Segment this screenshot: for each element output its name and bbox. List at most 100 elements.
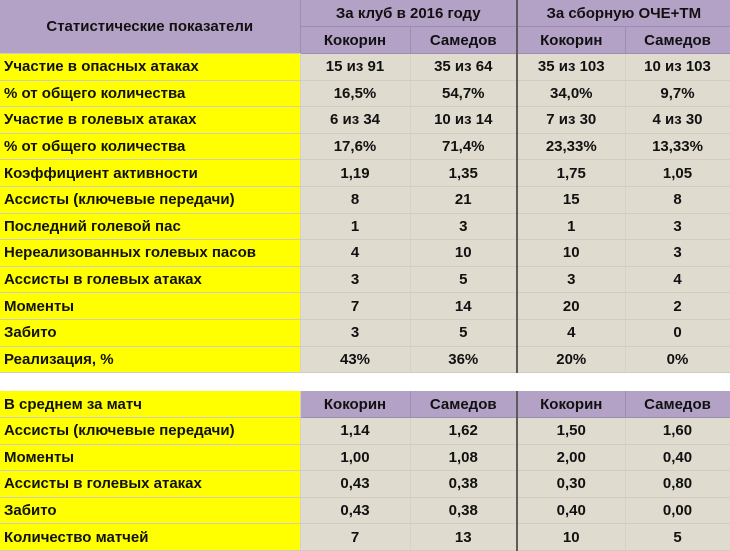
table-row: Ассисты (ключевые передачи) 8 21 15 8 [0,186,730,214]
row-value: 1,05 [625,159,730,187]
row-value: 0,40 [625,444,730,472]
player-header: Кокорин [517,391,626,418]
table-row: Моменты 1,00 1,08 2,00 0,40 [0,444,730,472]
row-label: Последний голевой пас [0,213,301,241]
row-label: Нереализованных голевых пасов [0,239,301,267]
table-row: % от общего количества 16,5% 54,7% 34,0% 9,7… [0,80,730,108]
table-row: Последний голевой пас 1 3 1 3 [0,213,730,241]
row-value: 1,08 [410,444,518,472]
row-value: 23,33% [517,133,626,161]
table-row: Количество матчей 7 13 10 5 [0,523,730,551]
row-value: 5 [625,523,730,551]
table-row: Ассисты в голевых атаках 0,43 0,38 0,30 0,80 [0,470,730,498]
row-value: 1,62 [410,417,518,445]
row-value: 20% [517,346,626,374]
row-value: 35 из 103 [517,53,626,81]
stats-table: Статистические показатели За клуб в 2016… [0,0,730,374]
table-row: Реализация, % 43% 36% 20% 0% [0,346,730,374]
table-row: Моменты 7 14 20 2 [0,292,730,320]
row-value: 2,00 [517,444,626,472]
row-label: Моменты [0,292,301,320]
row-value: 15 [517,186,626,214]
row-value: 15 из 91 [300,53,411,81]
table-row: Забито 0,43 0,38 0,40 0,00 [0,497,730,525]
row-value: 3 [410,213,519,241]
row-value: 3 [300,266,411,294]
stats-table-title: Статистические показатели [0,0,301,54]
row-value: 2 [625,292,730,320]
row-value: 34,0% [517,80,626,108]
row-value: 6 из 34 [300,106,411,134]
average-table: В среднем за матч Кокорин Самедов Кокори… [0,391,730,551]
player-header: Самедов [625,391,730,418]
row-value: 71,4% [410,133,519,161]
row-value: 43% [300,346,411,374]
row-label: Количество матчей [0,523,301,551]
row-value: 9,7% [625,80,730,108]
group-club-header: За клуб в 2016 году [300,0,519,27]
table-row: Нереализованных голевых пасов 4 10 10 3 [0,239,730,267]
table-row: Ассисты (ключевые передачи) 1,14 1,62 1,50 1… [0,417,730,445]
row-value: 1,75 [517,159,626,187]
row-label: % от общего количества [0,80,301,108]
row-value: 4 [300,239,411,267]
row-label: % от общего количества [0,133,301,161]
row-value: 0,30 [517,470,626,498]
player-header: Самедов [410,26,519,54]
row-value: 21 [410,186,519,214]
table-row: Ассисты в голевых атаках 3 5 3 4 [0,266,730,294]
table-row: Участие в опасных атаках 15 из 91 35 из 64… [0,53,730,81]
row-value: 0% [625,346,730,374]
row-label: Ассисты (ключевые передачи) [0,417,301,445]
stats-header-row-players: Кокорин Самедов Кокорин Самедов [0,26,730,54]
row-value: 54,7% [410,80,519,108]
row-value: 14 [410,292,519,320]
row-value: 1,19 [300,159,411,187]
row-label: Забито [0,319,301,347]
stats-header-row-groups: Статистические показатели За клуб в 2016… [0,0,730,54]
player-header: Самедов [410,391,518,418]
table-row: % от общего количества 17,6% 71,4% 23,33% 13… [0,133,730,161]
row-value: 1 [300,213,411,241]
row-value: 7 из 30 [517,106,626,134]
row-value: 7 [300,292,411,320]
row-value: 10 [517,239,626,267]
row-value: 4 [625,266,730,294]
row-value: 0,00 [625,497,730,525]
row-label: Ассисты (ключевые передачи) [0,186,301,214]
row-value: 0,38 [410,497,518,525]
player-header: Кокорин [300,391,411,418]
row-value: 0,38 [410,470,518,498]
row-value: 16,5% [300,80,411,108]
row-value: 5 [410,266,519,294]
row-value: 10 из 103 [625,53,730,81]
average-header-row: В среднем за матч Кокорин Самедов Кокори… [0,391,730,418]
row-value: 3 [300,319,411,347]
table-row: Участие в голевых атаках 6 из 34 10 из 14 7… [0,106,730,134]
row-value: 1,14 [300,417,411,445]
row-value: 10 [410,239,519,267]
row-value: 10 [517,523,626,551]
average-table-body: В среднем за матч Кокорин Самедов Кокори… [0,391,730,551]
row-value: 20 [517,292,626,320]
row-label: Коэффициент активности [0,159,301,187]
row-value: 1,35 [410,159,519,187]
row-value: 0,43 [300,470,411,498]
row-label: Реализация, % [0,346,301,374]
row-value: 5 [410,319,519,347]
player-header: Самедов [625,26,730,54]
player-header: Кокорин [517,26,626,54]
row-value: 0 [625,319,730,347]
row-value: 0,80 [625,470,730,498]
row-value: 3 [517,266,626,294]
row-value: 1,50 [517,417,626,445]
row-label: Моменты [0,444,301,472]
row-label: Участие в голевых атаках [0,106,301,134]
table-row: Коэффициент активности 1,19 1,35 1,75 1,05 [0,159,730,187]
stats-table-body: Статистические показатели За клуб в 2016… [0,0,730,374]
row-value: 3 [625,213,730,241]
row-value: 10 из 14 [410,106,519,134]
group-national-header: За сборную ОЧЕ+ТМ [517,0,730,27]
average-table-title: В среднем за матч [0,391,301,418]
row-value: 4 из 30 [625,106,730,134]
